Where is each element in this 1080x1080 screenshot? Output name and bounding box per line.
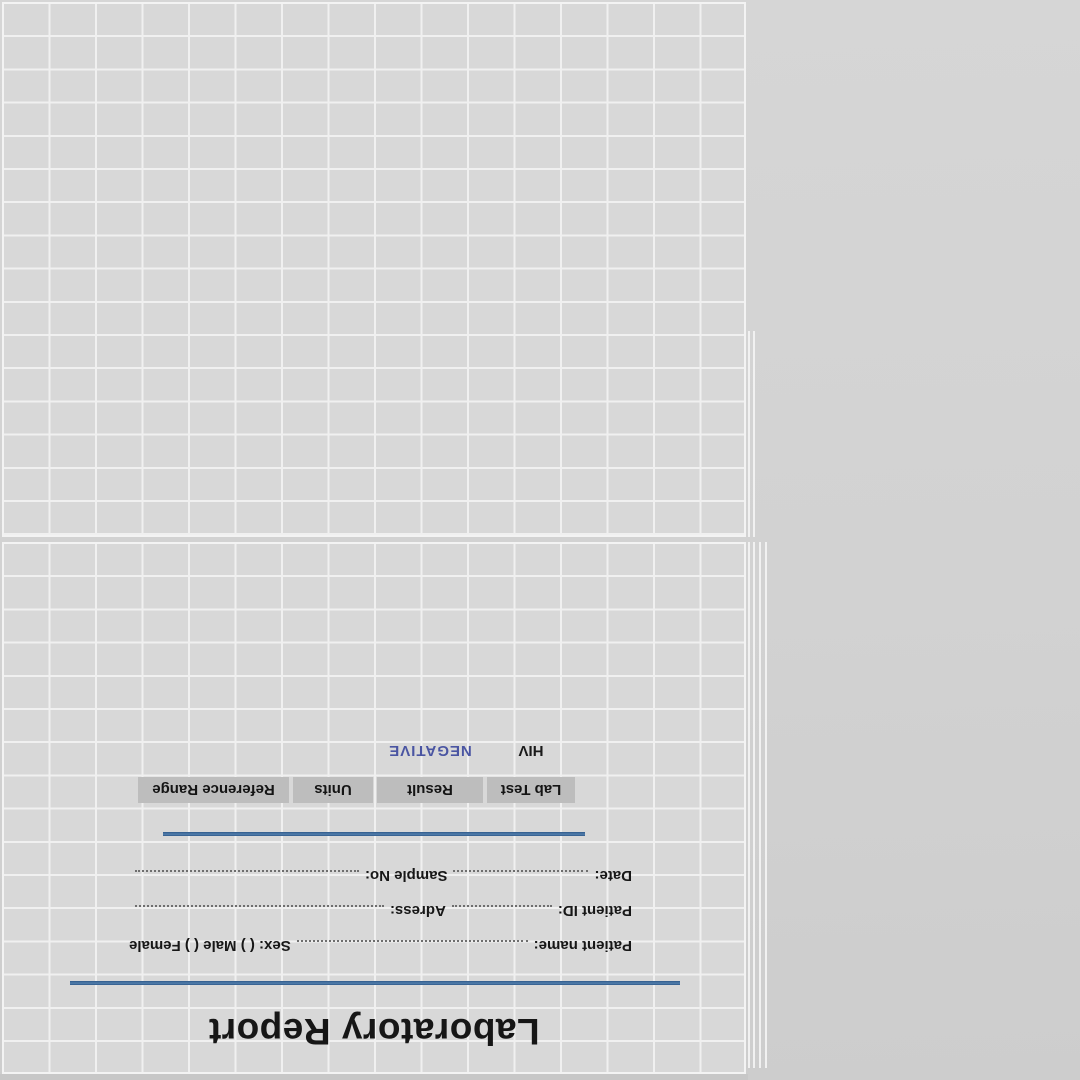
form-row-patient-name: Patient name: Sex: ( ) Male ( ) Female [129,937,632,959]
address-label: Adress: [389,902,446,919]
table-row: HIV NEGATIVE [138,740,575,762]
sample-no-label: Sample No: [364,867,448,884]
patient-id-label: Patient ID: [557,902,632,919]
form-row-date: Date: Sample No: [129,867,632,889]
title-underline [70,981,680,985]
uv-seam-stripe [748,331,750,537]
dotted-leader [451,905,552,907]
patient-info-form: Patient name: Sex: ( ) Male ( ) Female P… [129,854,632,959]
section-divider [163,832,585,836]
grid-paper-panel-front: Laboratory Report Patient name: Sex: ( )… [2,542,746,1074]
cell-result-value: NEGATIVE [388,742,472,760]
header-units: Units [293,777,373,803]
cell-reference-range-value [138,740,289,762]
header-result: Result [377,777,483,803]
dotted-leader [296,940,528,942]
results-table-header: Lab Test Result Units Reference Range [138,777,575,803]
cell-lab-test-value: HIV [518,742,544,760]
header-reference-range: Reference Range [138,777,289,803]
dotted-leader [453,870,589,872]
uv-seam-stripe [753,542,755,1068]
uv-seam-stripe [748,542,750,1068]
dotted-leader [135,870,359,872]
uv-seam-stripe [759,542,761,1068]
uv-seam-stripe [765,542,767,1068]
uv-seam-stripe [753,331,755,537]
page-title: Laboratory Report [208,1011,540,1052]
patient-name-label: Patient name: [533,937,632,954]
date-label: Date: [594,867,632,884]
results-table: Lab Test Result Units Reference Range HI… [138,740,575,803]
header-lab-test: Lab Test [487,777,575,803]
paper-bottom-edge [0,1074,748,1080]
lab-report-document-rotated-180: Laboratory Report Patient name: Sex: ( )… [4,544,744,1072]
form-row-patient-id: Patient ID: Adress: [129,902,632,924]
grid-paper-panel-back [2,2,746,537]
dotted-leader [135,905,384,907]
cell-units-value [293,740,373,762]
sex-label: Sex: ( ) Male ( ) Female [129,937,291,954]
